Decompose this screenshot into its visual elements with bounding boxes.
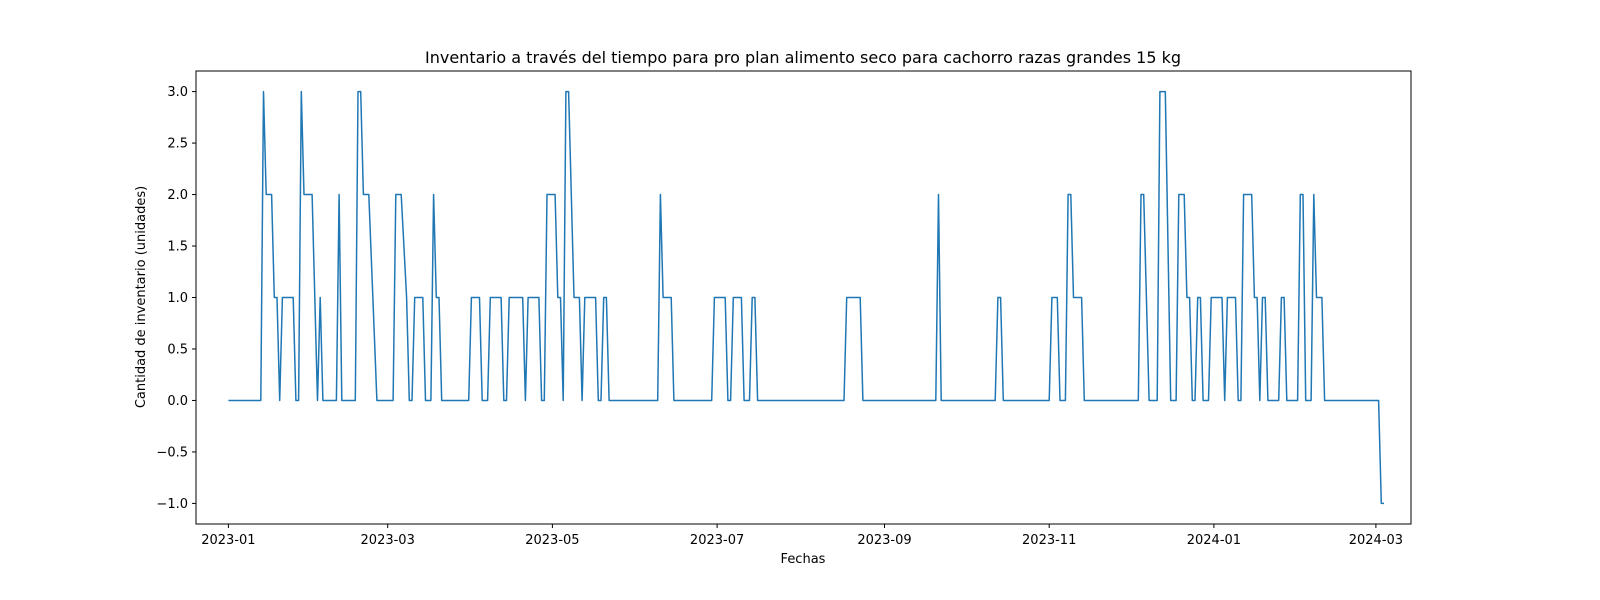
x-axis: 2023-01 2023-03 2023-05 2023-07 2023-09 2023-… [201, 524, 1403, 548]
y-tick-label: 0.5 [167, 342, 188, 357]
y-tick-label: −0.5 [156, 445, 188, 460]
x-axis-label: Fechas [781, 552, 826, 567]
x-tick-label: 2023-03 [361, 533, 415, 548]
x-tick-label: 2023-11 [1022, 533, 1076, 548]
y-tick-label: 3.0 [167, 85, 188, 100]
x-tick-label: 2023-01 [201, 533, 255, 548]
y-axis-label: Cantidad de inventario (unidades) [134, 186, 149, 408]
y-tick-label: 1.0 [167, 291, 188, 306]
x-tick-label: 2024-01 [1187, 533, 1241, 548]
y-tick-label: 2.0 [167, 188, 188, 203]
y-tick-label: 0.0 [167, 394, 188, 409]
x-tick-label: 2023-07 [690, 533, 744, 548]
x-tick-label: 2023-09 [857, 533, 911, 548]
x-tick-label: 2023-05 [525, 533, 579, 548]
y-tick-label: 1.5 [167, 240, 188, 255]
series-line [228, 90, 1384, 505]
y-tick-label: 2.5 [167, 137, 188, 152]
y-tick-label: −1.0 [156, 497, 188, 512]
chart-title: Inventario a través del tiempo para pro … [425, 48, 1181, 67]
plot-area [228, 90, 1384, 505]
x-tick-label: 2024-03 [1349, 533, 1403, 548]
y-axis: 3.0 2.5 2.0 1.5 1.0 0.5 0.0 −0.5 −1.0 [156, 85, 196, 512]
